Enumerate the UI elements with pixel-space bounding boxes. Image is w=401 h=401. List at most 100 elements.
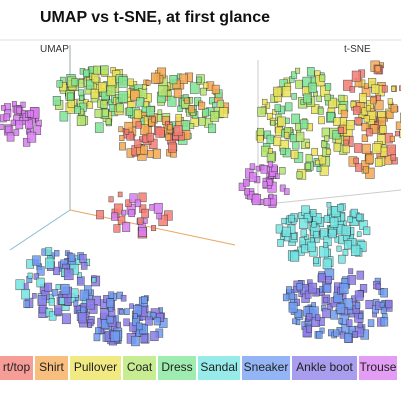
legend-swatch: [35, 356, 68, 380]
point: [381, 85, 388, 93]
point: [101, 108, 109, 117]
point: [56, 80, 63, 88]
point: [106, 85, 116, 97]
point: [296, 171, 303, 179]
point: [387, 98, 393, 105]
point: [378, 117, 387, 127]
point: [346, 120, 355, 131]
point: [111, 212, 119, 221]
point: [59, 297, 66, 305]
point: [363, 83, 369, 90]
point: [210, 111, 220, 122]
point: [291, 93, 297, 100]
point: [326, 112, 335, 122]
point: [169, 75, 178, 85]
point: [284, 102, 293, 112]
point: [319, 74, 326, 82]
point: [147, 149, 154, 158]
point: [63, 268, 74, 281]
point: [353, 157, 359, 165]
point: [294, 309, 302, 318]
point: [125, 199, 132, 207]
point: [167, 124, 173, 131]
point: [257, 135, 264, 143]
point: [15, 279, 25, 291]
legend-swatch: [292, 356, 357, 380]
point: [279, 184, 286, 192]
point: [198, 117, 206, 126]
point: [251, 194, 262, 206]
point: [295, 67, 301, 74]
point: [118, 76, 128, 88]
point: [200, 87, 207, 96]
point: [347, 216, 353, 223]
point: [134, 199, 142, 208]
point: [317, 107, 324, 115]
panel-label: UMAP: [40, 44, 69, 55]
legend-label: Trouse: [360, 360, 397, 374]
point: [282, 293, 290, 302]
point: [76, 115, 86, 126]
point: [275, 173, 280, 179]
legend-swatch: [123, 356, 156, 380]
legend-label: Coat: [127, 360, 153, 374]
point: [219, 107, 229, 118]
point: [0, 123, 4, 130]
point: [266, 134, 275, 144]
point: [299, 218, 309, 229]
point: [21, 289, 30, 300]
point: [113, 224, 121, 233]
point: [303, 93, 312, 104]
point: [306, 313, 313, 321]
point: [363, 115, 370, 123]
point: [131, 335, 140, 347]
point: [27, 272, 33, 279]
point: [129, 303, 134, 309]
legend-swatch: [158, 356, 196, 380]
point: [48, 311, 57, 321]
point: [263, 197, 271, 206]
point: [158, 85, 168, 97]
point: [311, 221, 317, 228]
point: [346, 319, 353, 327]
point: [118, 126, 124, 133]
point: [260, 165, 268, 174]
point: [78, 312, 88, 324]
point: [277, 239, 284, 247]
point: [196, 76, 202, 83]
point: [328, 97, 337, 109]
point: [333, 329, 340, 337]
point: [352, 331, 359, 338]
point: [140, 145, 148, 155]
axis-line: [9, 209, 71, 251]
point: [86, 79, 95, 90]
point: [371, 84, 380, 94]
point: [108, 196, 114, 203]
point: [116, 321, 121, 328]
point: [150, 331, 159, 342]
point: [268, 148, 273, 154]
point: [83, 69, 90, 77]
point: [80, 262, 88, 270]
point: [277, 116, 286, 127]
point: [399, 129, 401, 139]
point: [365, 153, 374, 164]
point: [308, 82, 317, 93]
point: [356, 270, 365, 280]
point: [135, 121, 142, 129]
point: [124, 308, 130, 315]
point: [379, 125, 387, 134]
point: [138, 192, 147, 203]
point: [257, 127, 264, 137]
point: [145, 79, 151, 86]
title: UMAP vs t-SNE, at first glance: [40, 9, 270, 26]
point: [271, 164, 278, 173]
point: [140, 334, 149, 344]
point: [151, 225, 157, 232]
point: [290, 250, 300, 262]
points: [0, 60, 401, 347]
point: [130, 90, 140, 101]
point: [100, 100, 108, 109]
point: [312, 213, 322, 224]
